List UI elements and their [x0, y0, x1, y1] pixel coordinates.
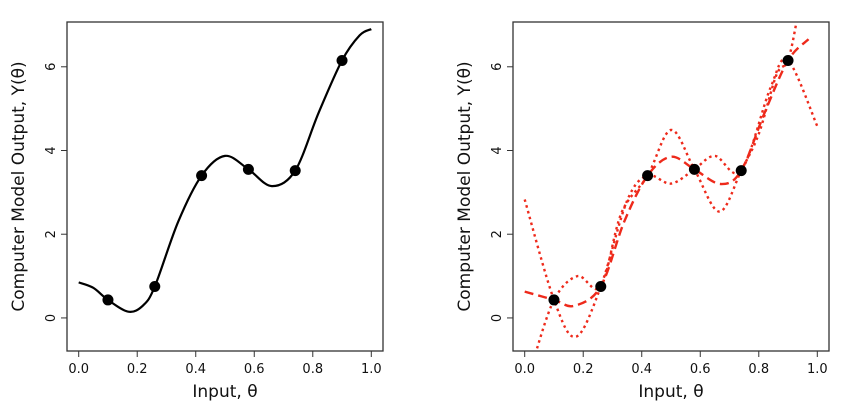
- x-tick-label: 0.2: [127, 362, 148, 377]
- x-tick-label: 0.0: [68, 362, 89, 377]
- x-tick-label: 0.2: [573, 362, 594, 377]
- x-tick-label: 1.0: [361, 362, 382, 377]
- x-tick-label: 0.8: [748, 362, 769, 377]
- data-point: [548, 294, 560, 306]
- data-point: [196, 170, 208, 182]
- y-tick-label: 2: [490, 230, 505, 238]
- x-axis-title: Input, θ: [638, 382, 703, 402]
- data-point: [242, 163, 254, 175]
- y-tick-label: 2: [44, 230, 59, 238]
- panel-1: 0.0 0.2 0.4 0.6 0.8 1.0 0 2 4 6 Input, θ Computer M…: [9, 21, 384, 402]
- x-tick-label: 0.8: [302, 362, 323, 377]
- y-tick-label: 0: [490, 314, 505, 322]
- x-tick-label: 0.4: [185, 362, 206, 377]
- series-line-dashed-1: [524, 38, 810, 308]
- plot-frame: [66, 21, 384, 352]
- plot-frame: [512, 21, 830, 352]
- data-point: [102, 294, 114, 306]
- x-tick-label: 0.0: [514, 362, 535, 377]
- x-tick-label: 0.6: [244, 362, 265, 377]
- x-tick-label: 0.4: [631, 362, 652, 377]
- series-line-dotted-2: [535, 22, 798, 351]
- data-point: [595, 281, 607, 293]
- y-tick-label: 4: [44, 146, 59, 154]
- y-tick-label: 6: [44, 63, 59, 71]
- series-line-solid-1: [78, 28, 372, 313]
- y-axis-title: Computer Model Output, Y(θ): [9, 61, 29, 311]
- y-axis-title: Computer Model Output, Y(θ): [455, 61, 475, 311]
- y-tick-label: 0: [44, 314, 59, 322]
- data-point: [735, 165, 747, 177]
- y-tick-label: 4: [490, 146, 505, 154]
- x-tick-label: 0.6: [690, 362, 711, 377]
- x-tick-label: 1.0: [807, 362, 828, 377]
- y-tick-label: 6: [490, 63, 505, 71]
- data-point: [289, 165, 301, 177]
- panel-2: 0.0 0.2 0.4 0.6 0.8 1.0 0 2 4 6 Input, θ Computer M…: [455, 21, 830, 402]
- series-line-dotted-3: [523, 57, 819, 339]
- data-point: [149, 281, 161, 293]
- data-point: [688, 163, 700, 175]
- data-point: [642, 170, 654, 182]
- data-point: [336, 55, 348, 67]
- x-axis-title: Input, θ: [192, 382, 257, 402]
- data-point: [782, 55, 794, 67]
